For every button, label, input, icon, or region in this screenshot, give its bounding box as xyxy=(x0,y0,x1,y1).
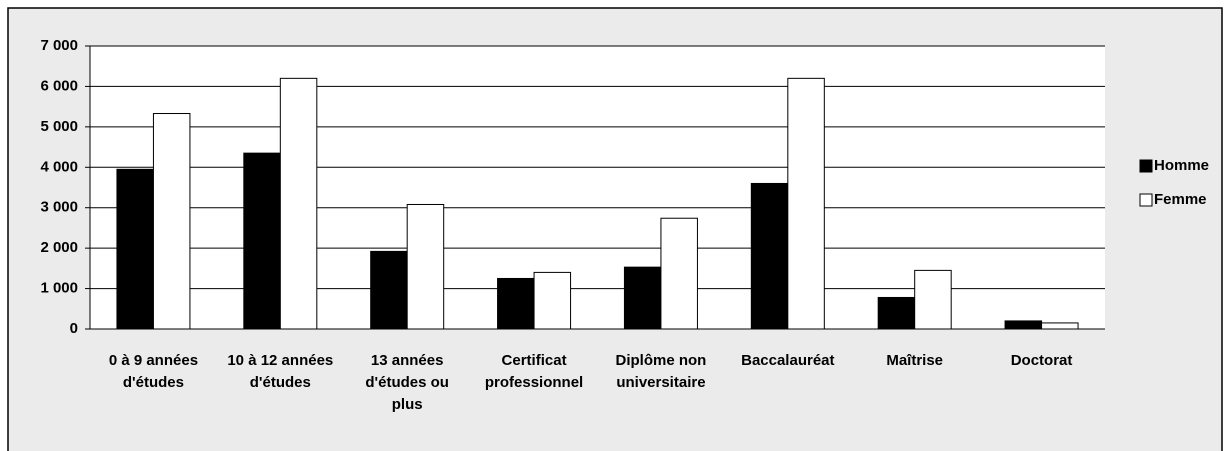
legend-swatch xyxy=(1139,193,1153,207)
bar xyxy=(877,296,916,330)
y-tick-label: 0 xyxy=(70,320,78,337)
bar xyxy=(914,269,952,330)
legend-label: Femme xyxy=(1154,191,1207,208)
bar xyxy=(406,203,445,330)
y-tick-label: 2 000 xyxy=(40,239,78,256)
x-tick-label: 13 années d'études ou plus xyxy=(365,352,449,413)
bar xyxy=(623,266,662,330)
y-tick-label: 3 000 xyxy=(40,199,78,216)
x-tick-label: Diplôme non universitaire xyxy=(615,352,707,391)
bar xyxy=(750,182,789,330)
legend-swatch xyxy=(1139,159,1153,173)
bar xyxy=(1004,320,1043,330)
y-tick-label: 6 000 xyxy=(40,77,78,94)
bar xyxy=(1041,322,1079,330)
y-tick-label: 1 000 xyxy=(40,280,78,297)
bar xyxy=(660,217,698,330)
bar xyxy=(116,168,154,330)
x-tick-label: 10 à 12 années d'études xyxy=(227,352,334,391)
y-tick-label: 5 000 xyxy=(40,118,78,135)
bar xyxy=(497,277,535,330)
bar xyxy=(533,271,572,330)
y-tick-label: 4 000 xyxy=(40,158,78,175)
bar xyxy=(243,152,281,330)
x-tick-label: Maîtrise xyxy=(886,352,944,369)
legend-label: Homme xyxy=(1154,157,1209,174)
x-tick-label: Baccalauréat xyxy=(741,352,835,369)
bar xyxy=(787,77,825,330)
x-tick-label: Doctorat xyxy=(1010,352,1073,369)
x-tick-label: 0 à 9 années d'études xyxy=(108,352,199,391)
bar xyxy=(279,77,318,330)
bar xyxy=(152,113,191,330)
y-tick-label: 7 000 xyxy=(40,37,78,54)
bar xyxy=(370,250,408,330)
x-tick-label: Certificat professionnel xyxy=(484,352,584,391)
plot-area xyxy=(90,46,1105,329)
